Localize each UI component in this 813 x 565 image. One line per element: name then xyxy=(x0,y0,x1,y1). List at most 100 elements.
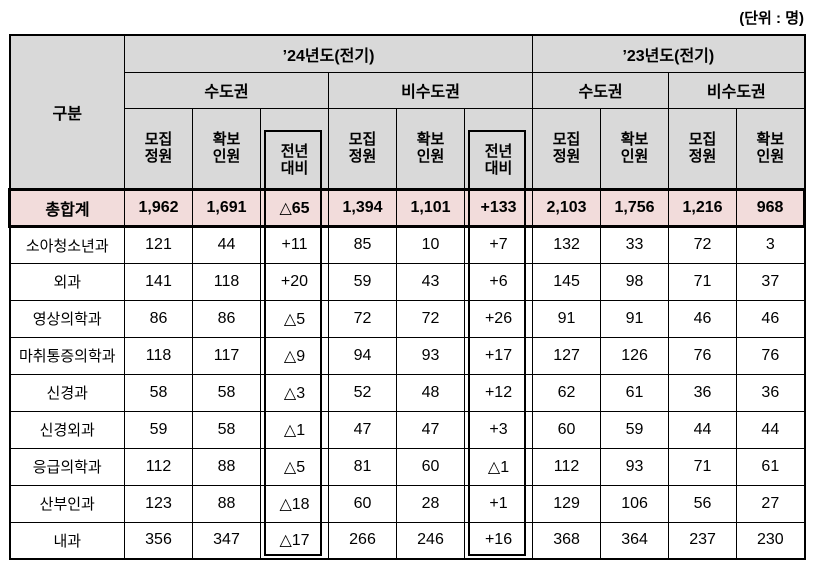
data-cell: 117 xyxy=(192,336,261,375)
data-cell: 61 xyxy=(600,373,670,412)
subcol-header-secured: 확보 인원 xyxy=(600,107,670,190)
data-cell: 36 xyxy=(668,373,738,412)
total-cell: 1,756 xyxy=(600,187,670,228)
data-cell: 86 xyxy=(124,299,193,338)
data-cell: 132 xyxy=(532,225,602,264)
data-cell: 61 xyxy=(736,447,806,486)
data-cell: +3 xyxy=(463,410,534,449)
data-cell: 58 xyxy=(192,410,261,449)
data-cell: 44 xyxy=(736,410,806,449)
total-cell: 1,691 xyxy=(192,187,261,228)
subcol-header-yoy: 전년 대비 xyxy=(260,107,329,190)
data-cell: 237 xyxy=(668,521,738,560)
data-cell: +6 xyxy=(463,262,534,301)
data-cell: 60 xyxy=(532,410,602,449)
data-cell: +1 xyxy=(463,484,534,523)
data-cell: 126 xyxy=(600,336,670,375)
data-cell: 88 xyxy=(192,484,261,523)
row-label: 신경과 xyxy=(9,373,125,412)
row-label: 외과 xyxy=(9,262,125,301)
total-row-label: 총합계 xyxy=(8,187,125,228)
data-cell: 43 xyxy=(396,262,465,301)
data-cell: 246 xyxy=(396,521,465,560)
data-cell: 127 xyxy=(532,336,602,375)
header-row-regions: 수도권 비수도권 수도권 비수도권 xyxy=(10,71,806,109)
data-cell: 364 xyxy=(600,521,670,560)
data-cell: 93 xyxy=(396,336,465,375)
table-row: 마취통증의학과 118 117 △9 94 93 +17 127 126 76 76 xyxy=(9,336,806,375)
data-cell: △1 xyxy=(463,447,534,486)
total-cell: 1,216 xyxy=(668,187,738,228)
subcol-header-quota: 모집 정원 xyxy=(124,107,193,190)
data-cell: 47 xyxy=(396,410,465,449)
data-cell: +12 xyxy=(463,373,534,412)
data-cell: 52 xyxy=(328,373,397,412)
data-cell: 37 xyxy=(736,262,806,301)
region-header-noncapital-23: 비수도권 xyxy=(668,71,806,109)
recruitment-table: 구분 ’24년도(전기) ’23년도(전기) 수도권 비수도권 수도권 비수도권… xyxy=(8,34,807,560)
data-cell: 112 xyxy=(124,447,193,486)
data-cell: 230 xyxy=(736,521,806,560)
total-cell: 1,962 xyxy=(124,187,193,228)
data-cell: 81 xyxy=(328,447,397,486)
data-cell: 62 xyxy=(532,373,602,412)
data-cell: 44 xyxy=(668,410,738,449)
data-cell: 71 xyxy=(668,262,738,301)
data-cell: 93 xyxy=(600,447,670,486)
data-cell: △9 xyxy=(260,336,329,375)
table-row: 영상의학과 86 86 △5 72 72 +26 91 91 46 46 xyxy=(9,299,806,338)
total-cell: 968 xyxy=(736,187,807,228)
data-cell: 129 xyxy=(532,484,602,523)
data-cell: 48 xyxy=(396,373,465,412)
data-cell: 118 xyxy=(124,336,193,375)
data-cell: △3 xyxy=(260,373,329,412)
data-cell: 46 xyxy=(668,299,738,338)
data-cell: 10 xyxy=(396,225,465,264)
data-cell: 28 xyxy=(396,484,465,523)
subcol-header-secured: 확보 인원 xyxy=(192,107,261,190)
table-row: 응급의학과 112 88 △5 81 60 △1 112 93 71 61 xyxy=(9,447,806,486)
region-header-noncapital-24: 비수도권 xyxy=(327,71,534,109)
data-cell: 106 xyxy=(600,484,670,523)
data-cell: 356 xyxy=(124,521,193,560)
total-row: 총합계 1,962 1,691 △65 1,394 1,101 +133 2,1… xyxy=(8,187,807,228)
subcol-header-quota: 모집 정원 xyxy=(328,107,397,190)
data-cell: 91 xyxy=(532,299,602,338)
header-row-subcols: 모집 정원 확보 인원 전년 대비 모집 정원 확보 인원 전년 대비 모집 정… xyxy=(10,107,806,190)
data-cell: +16 xyxy=(463,521,534,560)
data-cell: 56 xyxy=(668,484,738,523)
table-row: 신경과 58 58 △3 52 48 +12 62 61 36 36 xyxy=(9,373,806,412)
table-row: 소아청소년과 121 44 +11 85 10 +7 132 33 72 3 xyxy=(9,225,806,264)
data-cell: 76 xyxy=(736,336,806,375)
data-cell: 88 xyxy=(192,447,261,486)
data-cell: 71 xyxy=(668,447,738,486)
total-cell: △65 xyxy=(260,187,329,228)
data-cell: 72 xyxy=(668,225,738,264)
header-row-years: 구분 ’24년도(전기) ’23년도(전기) xyxy=(9,34,806,190)
data-cell: +26 xyxy=(463,299,534,338)
table-body: 총합계 1,962 1,691 △65 1,394 1,101 +133 2,1… xyxy=(8,187,807,560)
data-cell: +17 xyxy=(463,336,534,375)
data-cell: 44 xyxy=(192,225,261,264)
unit-note: (단위 : 명) xyxy=(739,10,804,27)
region-header-capital-24: 수도권 xyxy=(124,71,329,109)
row-label: 소아청소년과 xyxy=(9,225,125,264)
table-row: 신경외과 59 58 △1 47 47 +3 60 59 44 44 xyxy=(9,410,806,449)
data-cell: 46 xyxy=(736,299,806,338)
data-cell: 145 xyxy=(532,262,602,301)
data-cell: 59 xyxy=(124,410,193,449)
data-cell: △5 xyxy=(260,299,329,338)
data-cell: 60 xyxy=(328,484,397,523)
data-cell: 118 xyxy=(192,262,261,301)
data-cell: 47 xyxy=(328,410,397,449)
data-cell: △18 xyxy=(260,484,329,523)
data-cell: 76 xyxy=(668,336,738,375)
data-cell: 368 xyxy=(532,521,602,560)
data-cell: 141 xyxy=(124,262,193,301)
subcol-header-secured: 확보 인원 xyxy=(736,107,806,190)
year-group-2023: ’23년도(전기) xyxy=(532,34,806,73)
data-cell: △1 xyxy=(260,410,329,449)
total-cell: 2,103 xyxy=(532,187,602,228)
data-cell: 58 xyxy=(192,373,261,412)
data-cell: +11 xyxy=(260,225,329,264)
